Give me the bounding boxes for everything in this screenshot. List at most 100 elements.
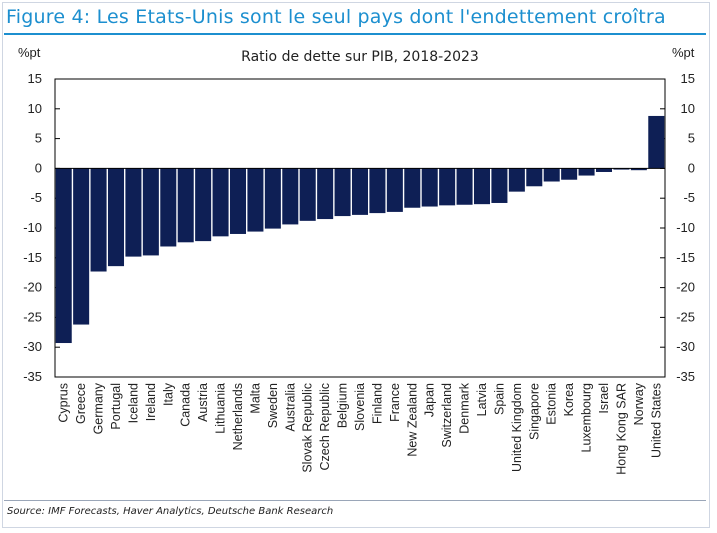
y-tick-label-right: -25 [676,309,695,324]
x-category-label: Netherlands [231,383,245,450]
bar [526,168,543,187]
x-category-label: Australia [283,383,297,432]
y-axis-label-left: %pt [18,45,41,60]
x-category-label: Slovenia [353,383,367,431]
chart-title: Ratio de dette sur PIB, 2018-2023 [241,49,479,65]
y-tick-label-right: 5 [688,131,695,146]
bar [421,168,438,207]
bar [264,168,281,229]
x-category-label: Cyprus [57,383,71,423]
y-tick-label-left: 10 [28,101,42,116]
bar [473,168,491,205]
x-category-label: Sweden [266,383,280,428]
figure-frame [2,2,710,528]
bar [107,168,125,267]
title-divider [4,33,706,35]
bar [282,168,299,225]
x-category-label: Slovak Republic [301,383,315,473]
x-category-label: Germany [92,382,106,434]
y-tick-label-left: -20 [23,280,42,295]
x-category-label: Finland [370,383,384,424]
bar [439,168,456,206]
bar [195,168,212,242]
bar [543,168,560,182]
x-category-label: Spain [492,383,506,415]
x-category-label: Belgium [336,383,350,428]
x-category-label: Korea [562,383,576,416]
bar [55,168,72,344]
bar [73,168,90,325]
bar [578,168,595,176]
x-category-label: Malta [248,383,262,414]
bar [456,168,473,205]
bar [142,168,159,256]
x-category-label: United States [649,383,663,458]
x-category-label: Austria [196,383,210,422]
x-category-label: Portugal [109,383,123,430]
x-category-label: New Zealand [405,383,419,457]
y-tick-label-left: 5 [35,131,42,146]
y-tick-label-right: -35 [676,369,695,384]
y-tick-label-left: 0 [35,160,42,175]
bar [404,168,421,208]
x-category-label: Canada [179,383,193,427]
bar [247,168,264,232]
y-tick-label-left: 15 [28,71,42,86]
x-category-label: Italy [161,382,175,406]
x-category-label: Japan [423,383,437,417]
y-tick-label-right: 10 [681,101,695,116]
figure-title: Figure 4: Les Etats-Unis sont le seul pa… [6,6,666,28]
bar [508,168,525,192]
bar [369,168,386,214]
y-tick-label-left: -25 [23,309,42,324]
y-tick-label-left: -10 [23,220,42,235]
source-note: Source: IMF Forecasts, Haver Analytics, … [7,506,334,517]
y-tick-label-left: -30 [23,339,42,354]
x-category-label: Czech Republic [318,383,332,471]
x-category-label: Ireland [144,383,158,421]
y-tick-label-right: -20 [676,280,695,295]
y-tick-label-right: -5 [683,190,695,205]
x-category-label: Iceland [126,383,140,423]
bar [630,168,647,171]
y-tick-label-right: -10 [676,220,695,235]
bar [334,168,351,217]
x-category-label: Hong Kong SAR [614,383,628,475]
x-category-label: United Kingdom [510,383,524,472]
bar [648,115,665,169]
x-category-label: Israel [597,383,611,414]
bar [160,168,177,247]
y-tick-label-right: -15 [676,250,695,265]
x-category-label: France [388,383,402,422]
bar [299,168,316,221]
bar [125,168,142,257]
x-category-label: Norway [632,382,646,425]
bar [317,168,334,220]
y-tick-label-left: -5 [30,190,42,205]
bar [561,168,578,180]
y-tick-label-right: 15 [681,71,695,86]
bar [386,168,403,212]
y-tick-label-right: 0 [688,160,695,175]
y-axis-label-right: %pt [672,45,695,60]
x-category-label: Luxembourg [580,383,594,453]
x-category-label: Greece [74,383,88,424]
bar [491,168,508,203]
bar [212,168,229,237]
bar [595,168,613,172]
x-category-label: Estonia [545,383,559,425]
x-category-label: Singapore [527,383,541,440]
x-category-label: Denmark [458,382,472,433]
y-tick-label-right: -30 [676,339,695,354]
y-tick-label-left: -35 [23,369,42,384]
bar [177,168,194,243]
y-tick-label-left: -15 [23,250,42,265]
source-divider [4,500,706,501]
x-category-label: Latvia [475,383,489,416]
bar [351,168,369,215]
x-category-label: Lithuania [214,383,228,434]
bar [229,168,247,234]
x-category-label: Switzerland [440,383,454,448]
bar [90,168,107,272]
